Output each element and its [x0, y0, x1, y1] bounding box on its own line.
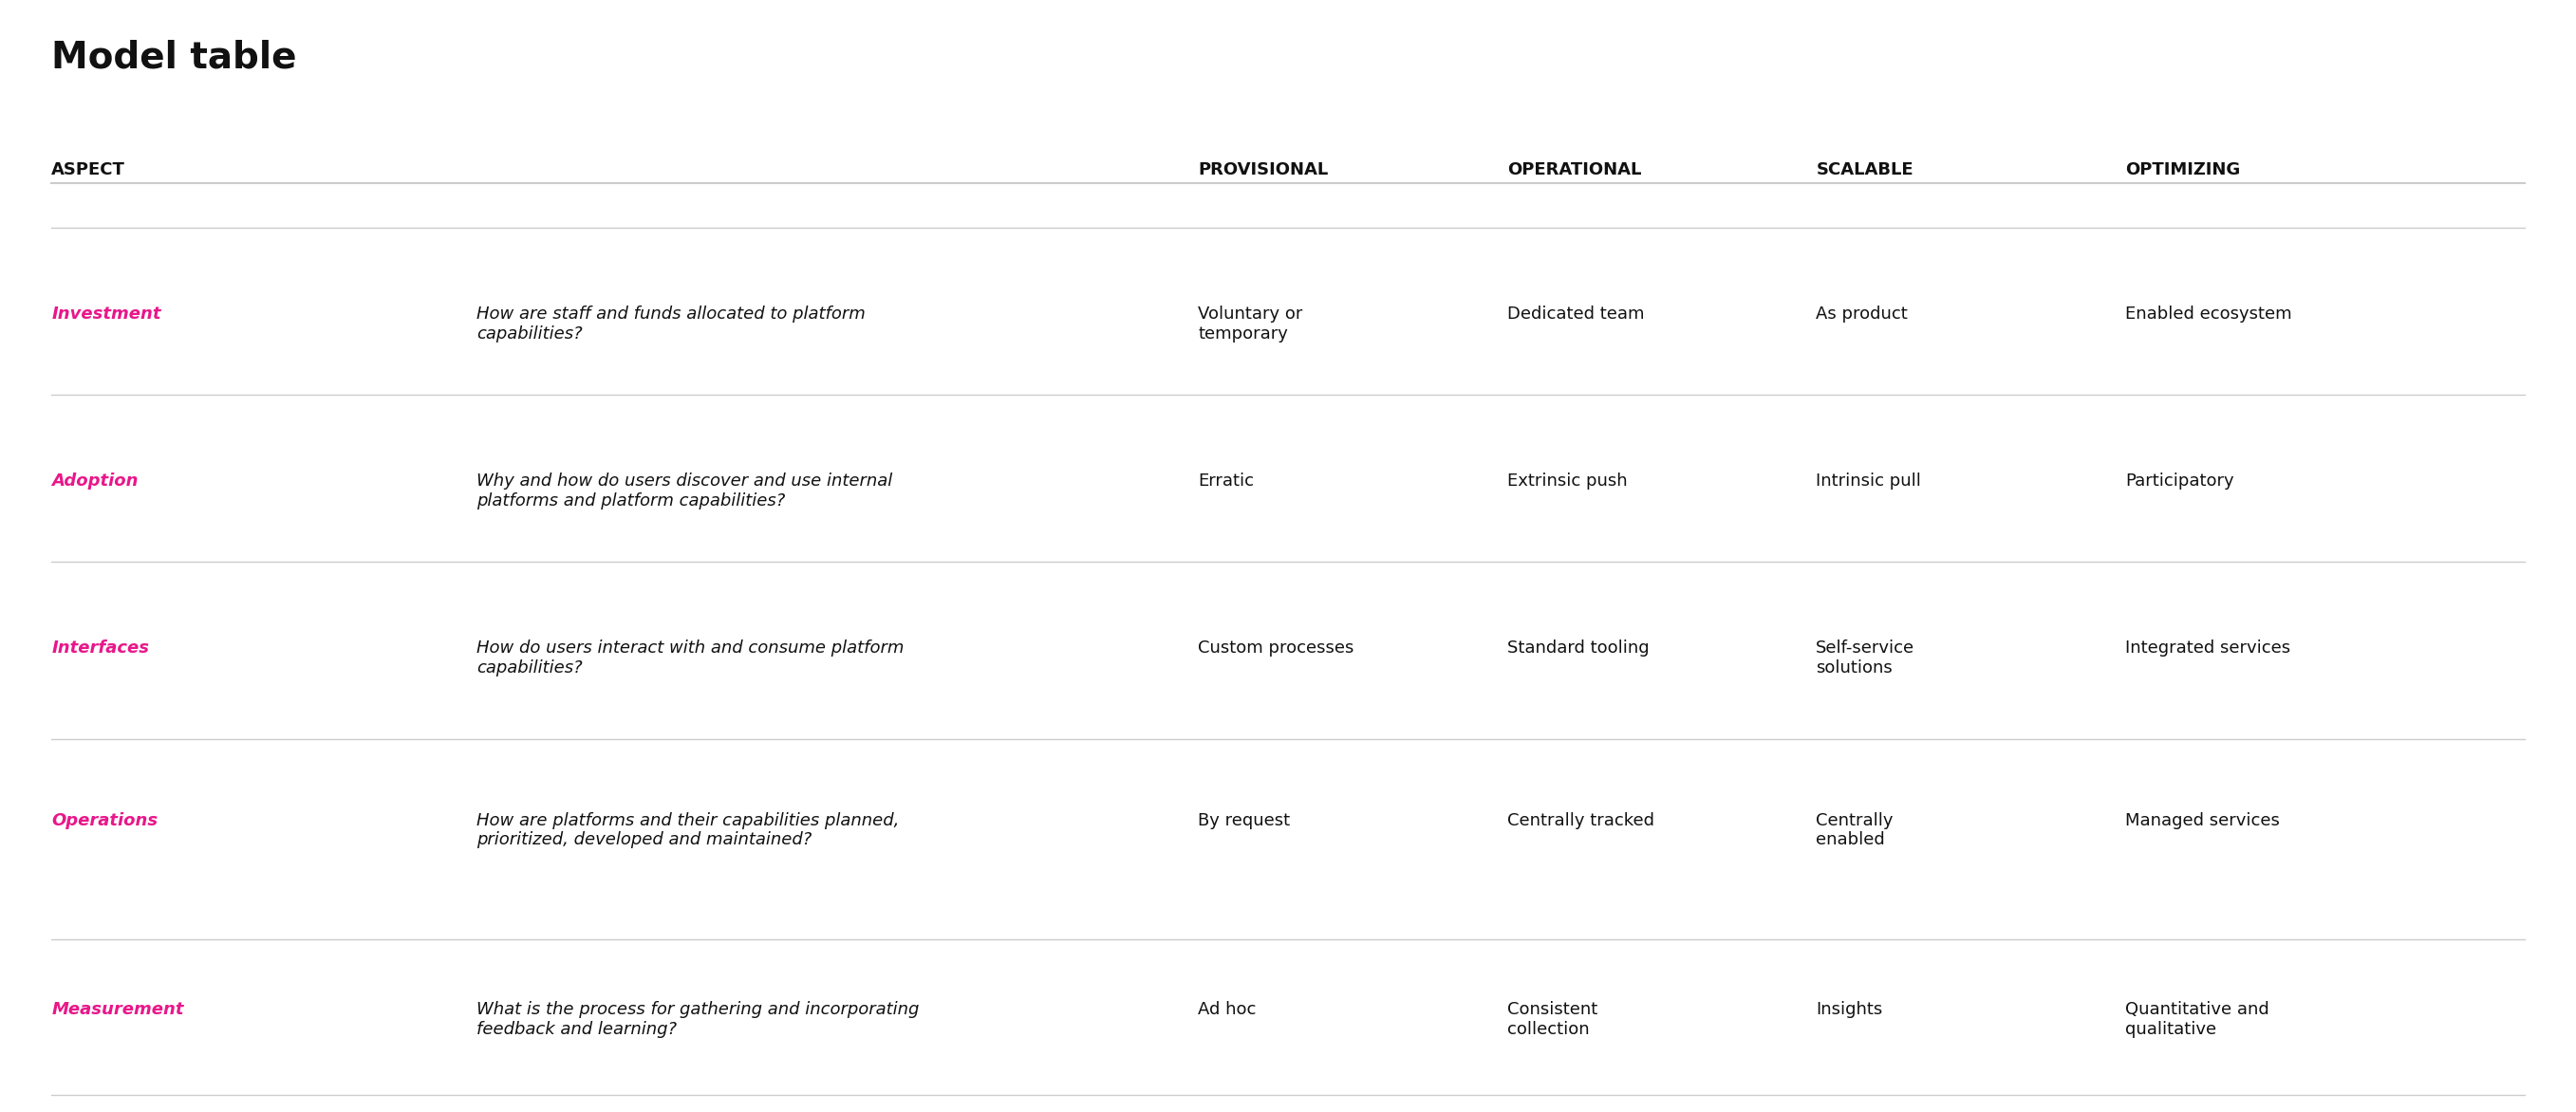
Text: Insights: Insights [1816, 1001, 1883, 1017]
Text: Quantitative and
qualitative: Quantitative and qualitative [2125, 1001, 2269, 1037]
Text: Self-service
solutions: Self-service solutions [1816, 639, 1914, 676]
Text: Managed services: Managed services [2125, 812, 2280, 828]
Text: How are platforms and their capabilities planned,
prioritized, developed and mai: How are platforms and their capabilities… [477, 812, 899, 848]
Text: How are staff and funds allocated to platform
capabilities?: How are staff and funds allocated to pla… [477, 306, 866, 342]
Text: Why and how do users discover and use internal
platforms and platform capabiliti: Why and how do users discover and use in… [477, 473, 891, 509]
Text: Adoption: Adoption [52, 473, 139, 489]
Text: ASPECT: ASPECT [52, 161, 126, 178]
Text: Extrinsic push: Extrinsic push [1507, 473, 1628, 489]
Text: Enabled ecosystem: Enabled ecosystem [2125, 306, 2293, 322]
Text: Voluntary or
temporary: Voluntary or temporary [1198, 306, 1303, 342]
Text: Model table: Model table [52, 39, 296, 75]
Text: Operations: Operations [52, 812, 157, 828]
Text: Centrally tracked: Centrally tracked [1507, 812, 1654, 828]
Text: OPTIMIZING: OPTIMIZING [2125, 161, 2241, 178]
Text: Participatory: Participatory [2125, 473, 2233, 489]
Text: OPERATIONAL: OPERATIONAL [1507, 161, 1641, 178]
Text: Intrinsic pull: Intrinsic pull [1816, 473, 1922, 489]
Text: Dedicated team: Dedicated team [1507, 306, 1643, 322]
Text: SCALABLE: SCALABLE [1816, 161, 1914, 178]
Text: Custom processes: Custom processes [1198, 639, 1355, 656]
Text: How do users interact with and consume platform
capabilities?: How do users interact with and consume p… [477, 639, 904, 676]
Text: Investment: Investment [52, 306, 162, 322]
Text: Consistent
collection: Consistent collection [1507, 1001, 1597, 1037]
Text: As product: As product [1816, 306, 1909, 322]
Text: What is the process for gathering and incorporating
feedback and learning?: What is the process for gathering and in… [477, 1001, 920, 1037]
Text: Integrated services: Integrated services [2125, 639, 2290, 656]
Text: Ad hoc: Ad hoc [1198, 1001, 1257, 1017]
Text: Erratic: Erratic [1198, 473, 1255, 489]
Text: By request: By request [1198, 812, 1291, 828]
Text: Measurement: Measurement [52, 1001, 183, 1017]
Text: PROVISIONAL: PROVISIONAL [1198, 161, 1329, 178]
Text: Standard tooling: Standard tooling [1507, 639, 1649, 656]
Text: Interfaces: Interfaces [52, 639, 149, 656]
Text: Centrally
enabled: Centrally enabled [1816, 812, 1893, 848]
